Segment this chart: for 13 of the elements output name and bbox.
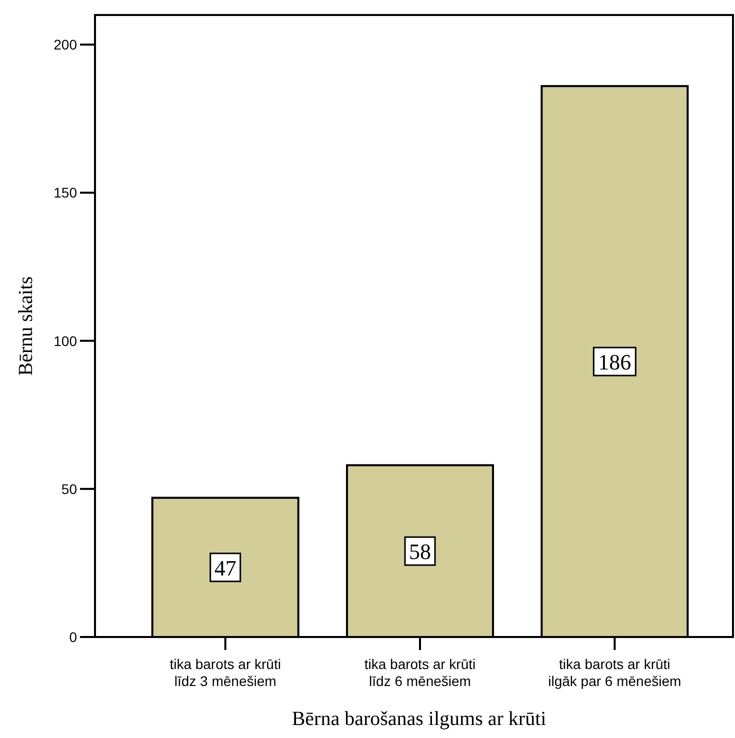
data-label: 58 bbox=[409, 539, 431, 564]
y-tick-label: 150 bbox=[54, 184, 78, 201]
y-tick-label: 50 bbox=[61, 480, 78, 497]
x-axis-title: Bērna barošanas ilgums ar krūti bbox=[292, 708, 547, 730]
data-label: 186 bbox=[598, 350, 632, 375]
x-tick-label: tika barots ar krūti līdz 3 mēnešiem bbox=[170, 656, 281, 689]
y-tick-label: 200 bbox=[54, 36, 78, 53]
y-axis-title: Bērnu skaits bbox=[15, 276, 37, 376]
y-tick-label: 100 bbox=[54, 332, 78, 349]
y-tick-label: 0 bbox=[69, 629, 78, 645]
x-tick-label: tika barots ar krūti līdz 6 mēnešiem bbox=[364, 656, 476, 689]
x-tick-label: tika barots ar krūti ilgāk par 6 mēnešiem bbox=[548, 656, 682, 689]
data-label: 47 bbox=[214, 555, 236, 580]
